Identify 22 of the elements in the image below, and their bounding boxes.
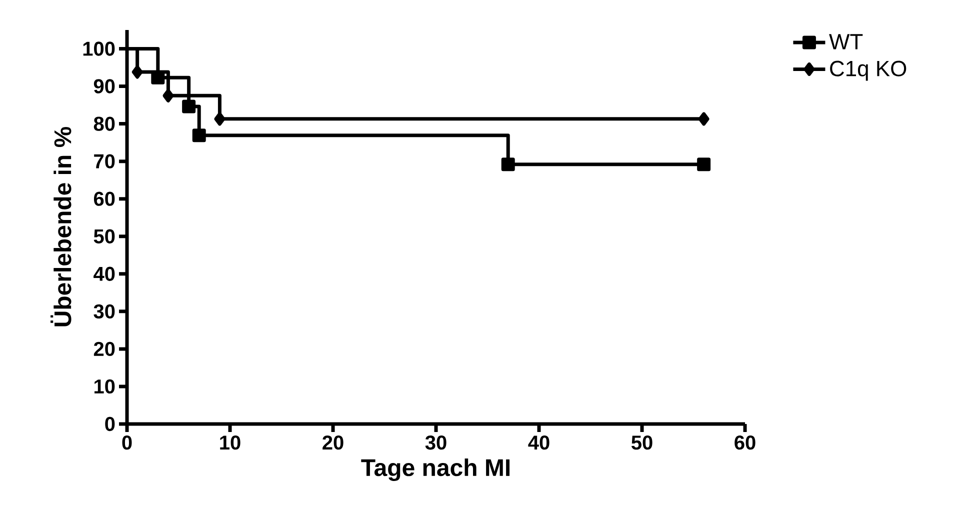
y-tick-label: 80 <box>94 116 115 131</box>
y-axis-title: Überlebende in % <box>50 126 72 326</box>
y-tick-label: 50 <box>94 229 115 244</box>
y-tick-label: 60 <box>94 192 115 206</box>
y-tick-label: 30 <box>94 304 115 318</box>
y-tick-label: 20 <box>94 342 115 356</box>
x-tick-label: 30 <box>425 436 446 450</box>
x-tick-label: 0 <box>122 436 132 450</box>
x-tick-label: 50 <box>631 436 652 450</box>
legend-label: C1q KO <box>830 60 906 81</box>
x-tick-label: 10 <box>220 436 240 450</box>
x-tick-label: 20 <box>322 436 344 450</box>
y-tick-label: 10 <box>94 379 115 394</box>
y-tick-label: 40 <box>94 266 115 281</box>
x-tick-label: 40 <box>528 436 550 450</box>
y-tick-label: 100 <box>83 42 115 56</box>
x-tick-label: 60 <box>734 436 756 450</box>
y-tick-label: 90 <box>94 79 115 94</box>
y-tick-label: 0 <box>105 416 115 432</box>
x-axis-title: Tage nach MI <box>361 458 510 482</box>
y-tick-label: 70 <box>94 154 115 168</box>
legend-label: WT <box>829 34 863 50</box>
